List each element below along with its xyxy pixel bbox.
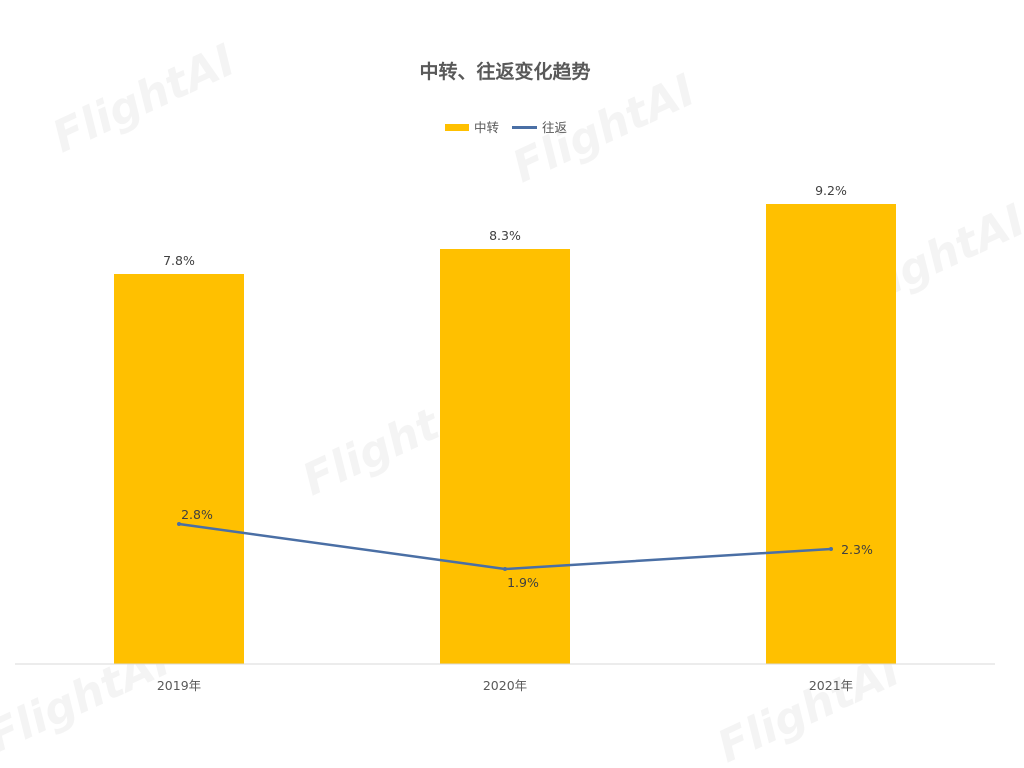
bar-label-0: 7.8%	[163, 253, 195, 268]
data-labels: 7.8% 8.3% 9.2% 2.8% 1.9% 2.3%	[163, 183, 873, 590]
bar-2[interactable]	[766, 204, 896, 664]
line-point-0[interactable]	[177, 522, 181, 526]
legend-label-bar: 中转	[474, 120, 499, 135]
bar-label-2: 9.2%	[815, 183, 847, 198]
bar-series	[114, 204, 896, 664]
x-tick-label-1: 2020年	[483, 678, 527, 693]
line-series	[177, 522, 833, 571]
line-point-1[interactable]	[503, 567, 507, 571]
legend-swatch-bar	[445, 124, 469, 131]
watermark-0: FlightAI	[45, 35, 243, 163]
line-label-1: 1.9%	[507, 575, 539, 590]
legend: 中转 往返	[445, 120, 567, 135]
legend-item-line[interactable]: 往返	[512, 120, 567, 135]
x-tick-label-0: 2019年	[157, 678, 201, 693]
x-axis-ticks: 2019年 2020年 2021年	[157, 678, 853, 693]
bar-0[interactable]	[114, 274, 244, 664]
legend-item-bar[interactable]: 中转	[445, 120, 499, 135]
line-point-2[interactable]	[829, 547, 833, 551]
x-tick-label-2: 2021年	[809, 678, 853, 693]
legend-label-line: 往返	[542, 120, 567, 135]
bar-1[interactable]	[440, 249, 570, 664]
line-label-0: 2.8%	[181, 507, 213, 522]
chart-title: 中转、往返变化趋势	[419, 60, 590, 83]
bar-label-1: 8.3%	[489, 228, 521, 243]
line-label-2: 2.3%	[841, 542, 873, 557]
